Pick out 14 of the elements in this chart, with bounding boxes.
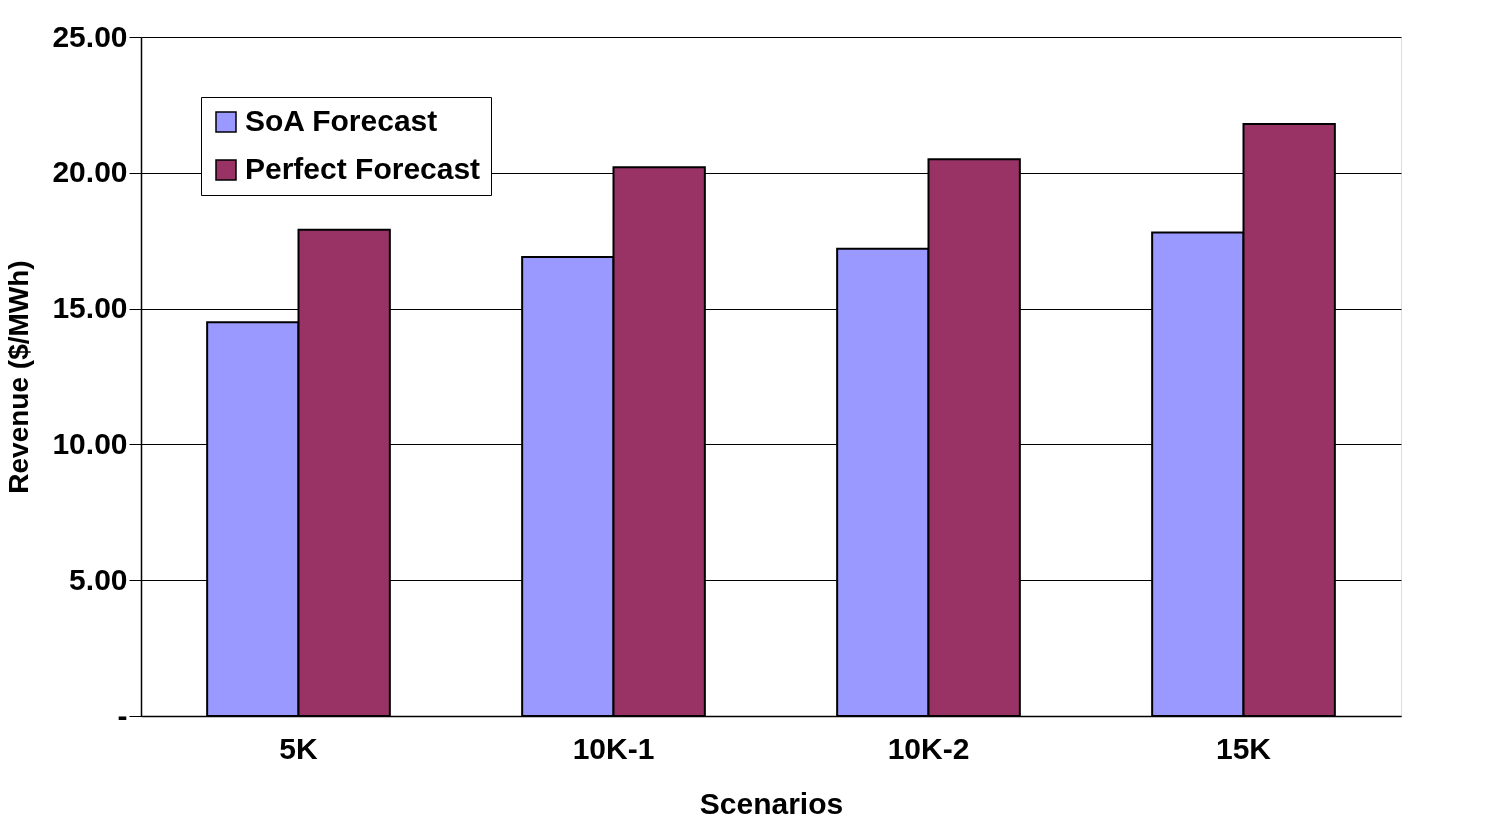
legend-label: Perfect Forecast — [245, 152, 481, 185]
x-axis-title: Scenarios — [699, 786, 844, 820]
x-tick-label: 5K — [279, 731, 318, 765]
y-tick-label: 20.00 — [52, 155, 128, 189]
y-tick-label: 10.00 — [52, 426, 128, 460]
x-tick-label: 15K — [1215, 731, 1272, 765]
x-tick-label: 10K-2 — [887, 731, 970, 765]
legend-label: SoA Forecast — [245, 104, 438, 137]
y-axis-title: Revenue ($/MWh) — [3, 260, 35, 494]
y-tick-label: 25.00 — [52, 19, 128, 53]
y-tick-label: 5.00 — [69, 562, 128, 596]
y-tick-label: 15.00 — [52, 291, 128, 325]
y-tick-label: - — [117, 698, 128, 732]
x-tick-label: 10K-1 — [572, 731, 655, 765]
